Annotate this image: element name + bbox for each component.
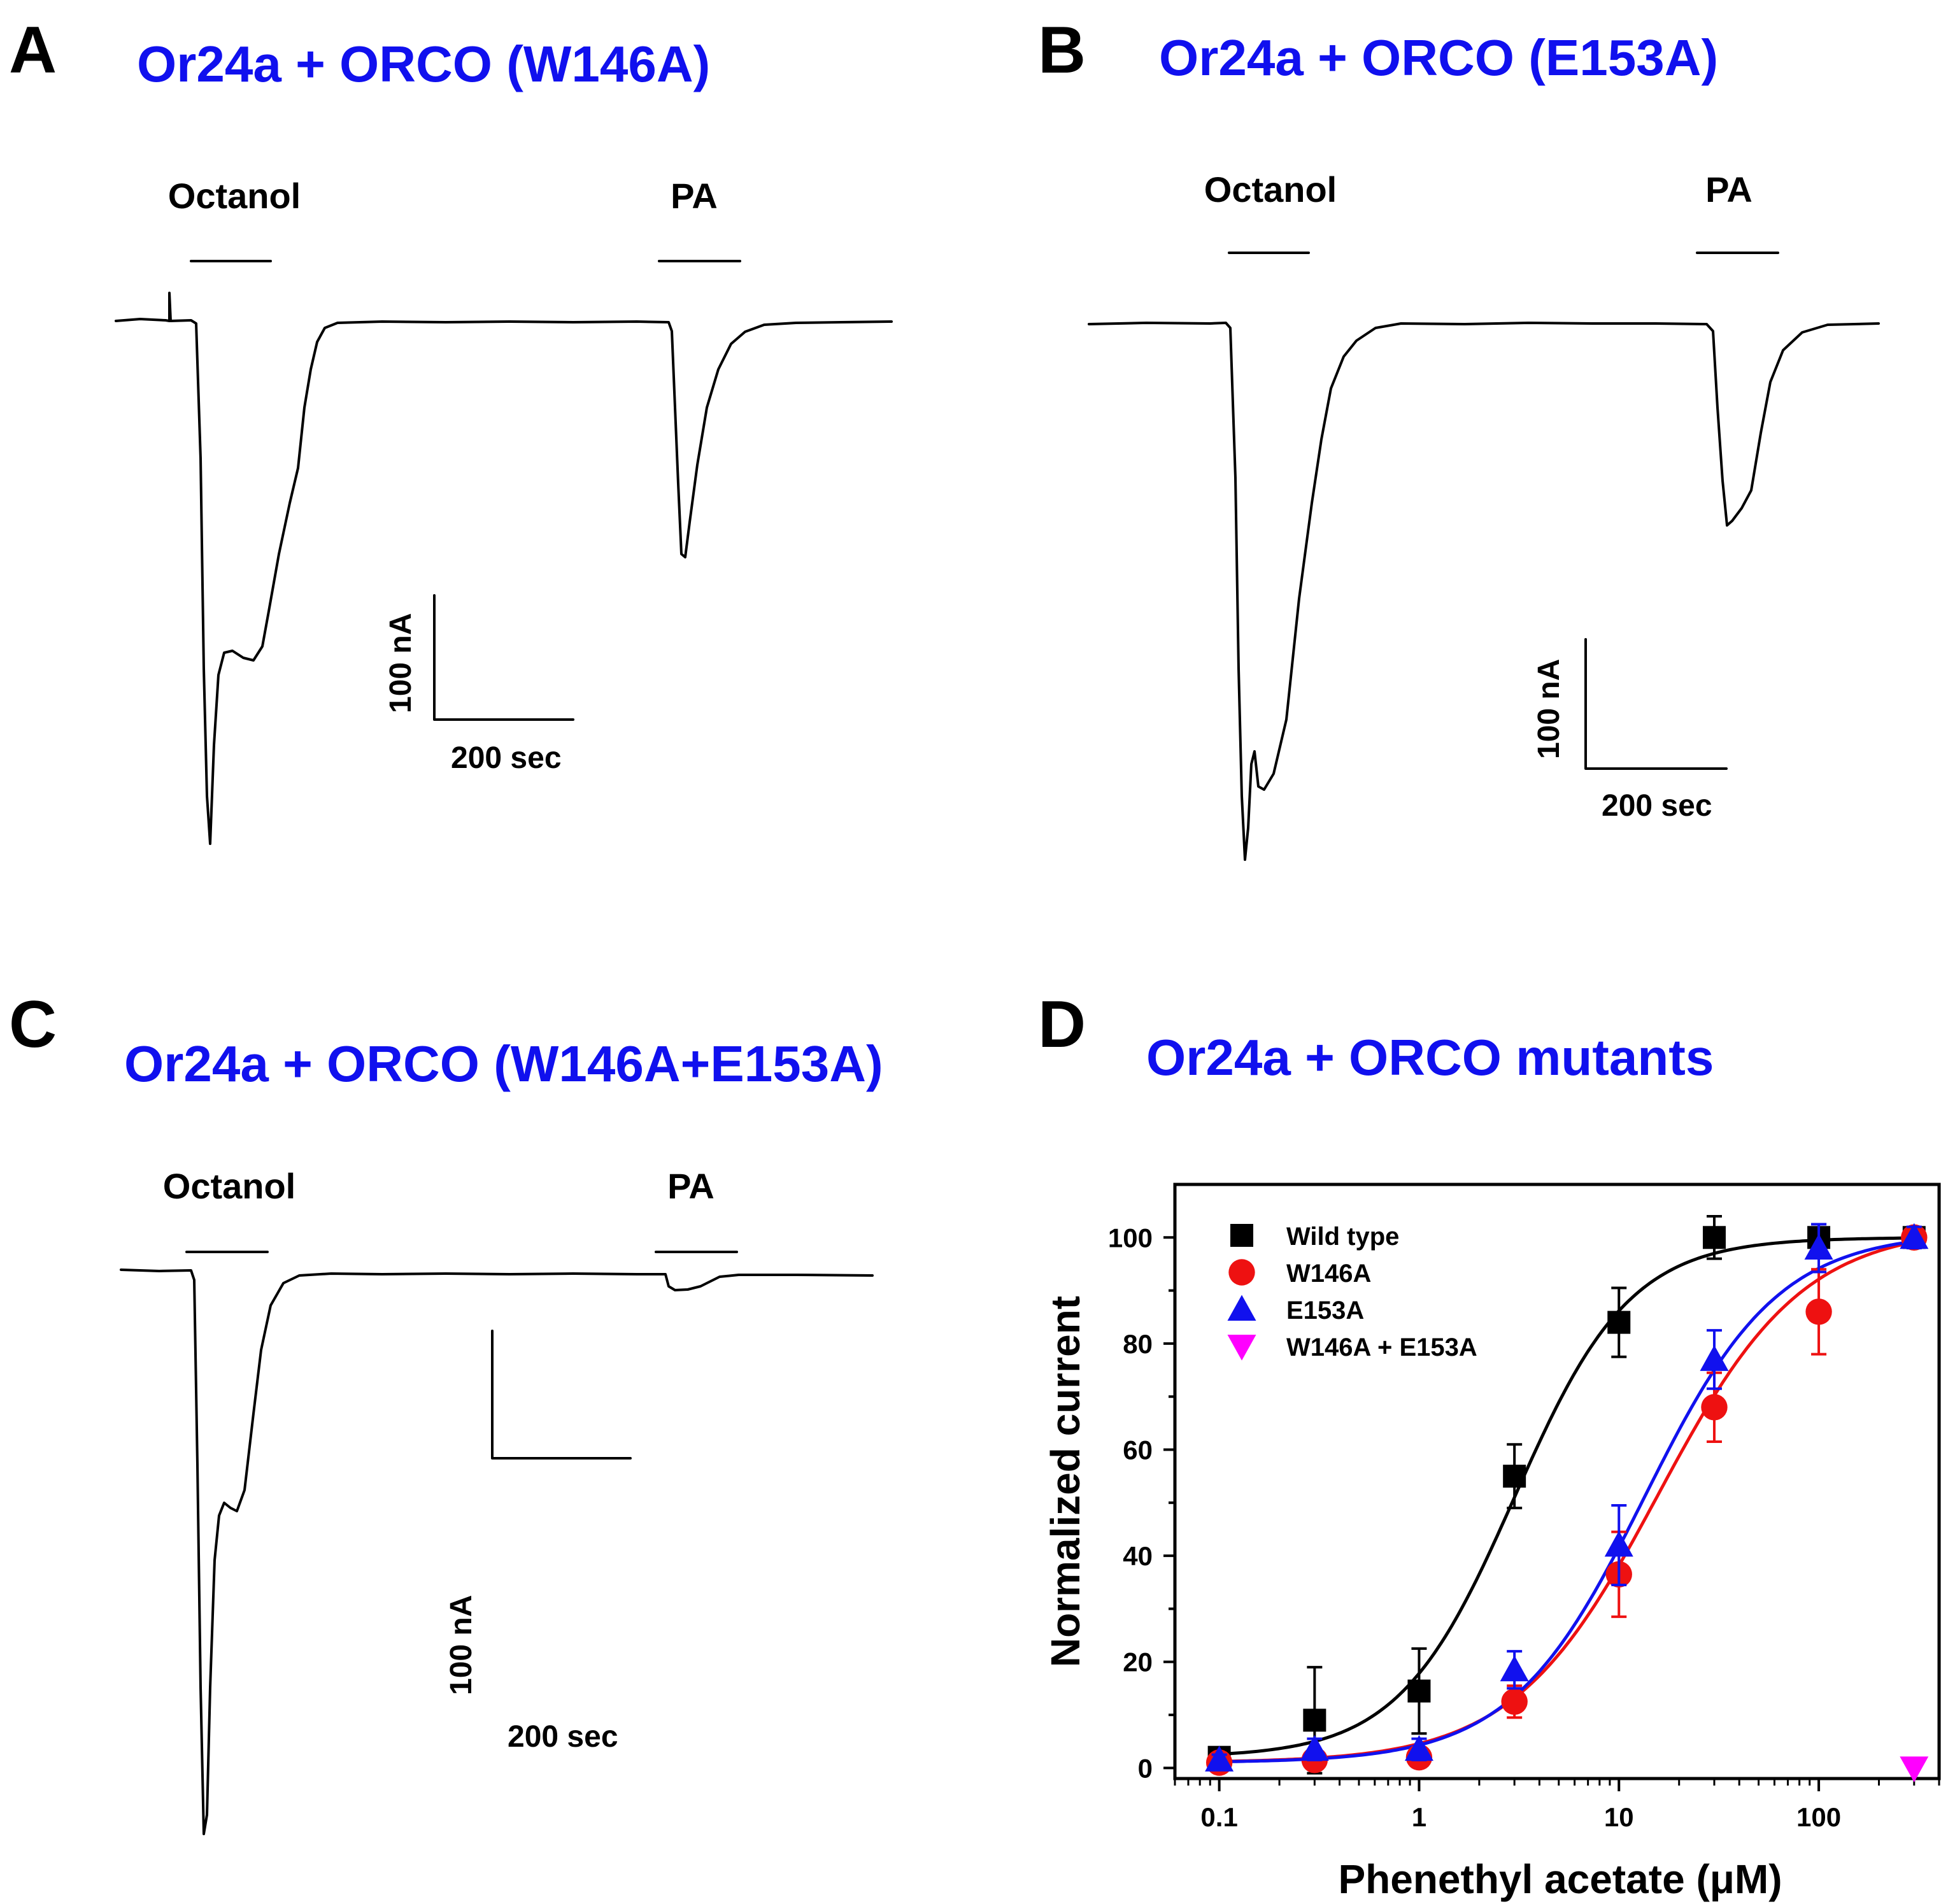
x-tick-label: 100 [1796, 1802, 1841, 1832]
data-point-e153a [1804, 1233, 1833, 1260]
panel-a-letter: A [9, 13, 57, 87]
panel-b-pa-label: PA [1705, 169, 1753, 210]
panel-a-scale-bar [433, 594, 574, 721]
panel-b-scale-x-label: 200 sec [1602, 789, 1712, 823]
data-point-e153a [1205, 1745, 1234, 1772]
data-point-e153a [1900, 1223, 1929, 1249]
panel-c-octanol-label: Octanol [162, 1166, 296, 1206]
x-axis-label: Phenethyl acetate (μM) [1338, 1856, 1782, 1902]
data-point-wild-type [1503, 1465, 1526, 1488]
data-point-e153a [1300, 1735, 1329, 1761]
panel-a-trace [115, 292, 893, 845]
data-point-wild-type [1407, 1679, 1431, 1703]
dose-response-chart: 0 20 40 60 80 100 0.1 1 10 100 Phenethyl acetate (… [1042, 1183, 1941, 1902]
data-point-w146a [1701, 1394, 1728, 1421]
plot-frame [1173, 1183, 1941, 1780]
data-point-w146a-e153a [1900, 1756, 1929, 1782]
legend-label-w146a-e153a: W146A + E153A [1286, 1333, 1477, 1361]
y-tick-label: 100 [1108, 1223, 1153, 1253]
panel-b-scale-bar [1584, 638, 1728, 770]
legend-label-w146a: W146A [1286, 1260, 1371, 1288]
panel-c-scale-bar [491, 1330, 632, 1460]
legend-label-wild-type: Wild type [1286, 1223, 1399, 1251]
y-tick-label: 60 [1123, 1435, 1153, 1465]
legend-marker-e153a [1227, 1295, 1256, 1321]
data-point-wild-type [1303, 1709, 1326, 1732]
x-tick-label: 0.1 [1200, 1802, 1237, 1832]
panel-d-title: Or24a + ORCO mutants [1146, 1029, 1714, 1086]
data-point-e153a [1700, 1345, 1729, 1371]
data-point-e153a [1500, 1655, 1529, 1682]
panel-c-title: Or24a + ORCO (W146A+E153A) [124, 1035, 883, 1092]
legend-label-e153a: E153A [1286, 1297, 1364, 1325]
legend-marker-w146a [1228, 1259, 1255, 1286]
panel-c-letter: C [9, 988, 57, 1062]
panel-d-letter: D [1038, 988, 1086, 1062]
panel-c-trace [120, 1268, 874, 1835]
x-tick-label: 1 [1412, 1802, 1426, 1832]
y-tick-label: 40 [1123, 1541, 1153, 1571]
panel-a-octanol-label: Octanol [167, 176, 301, 216]
legend-marker-wild-type [1230, 1224, 1253, 1247]
panel-a-pa-label: PA [671, 176, 718, 216]
panel-a-title: Or24a + ORCO (W146A) [137, 36, 711, 92]
legend-marker-w146a-e153a [1227, 1335, 1256, 1361]
panel-b-letter: B [1038, 13, 1086, 87]
data-point-w146a [1501, 1688, 1528, 1715]
panel-c-pa-label: PA [667, 1166, 715, 1206]
panel-a-scale-x-label: 200 sec [451, 741, 562, 775]
fit-curve-e153a [1219, 1239, 1915, 1764]
data-point-wild-type [1607, 1311, 1631, 1334]
panel-b-title: Or24a + ORCO (E153A) [1159, 29, 1719, 86]
data-point-e153a [1404, 1735, 1433, 1761]
panel-b-trace [1088, 322, 1880, 861]
data-point-wild-type [1702, 1226, 1726, 1249]
x-tick-label: 10 [1604, 1802, 1634, 1832]
fit-curve-wild-type [1219, 1236, 1914, 1756]
y-axis-label: Normalized current [1042, 1296, 1088, 1667]
y-tick-label: 0 [1138, 1753, 1153, 1783]
y-tick-label: 20 [1123, 1647, 1153, 1677]
y-tick-label: 80 [1123, 1329, 1153, 1359]
panel-b-octanol-label: Octanol [1204, 169, 1337, 210]
panel-c-scale-x-label: 200 sec [508, 1720, 618, 1754]
data-point-w146a [1805, 1298, 1832, 1325]
data-point-e153a [1604, 1530, 1633, 1557]
